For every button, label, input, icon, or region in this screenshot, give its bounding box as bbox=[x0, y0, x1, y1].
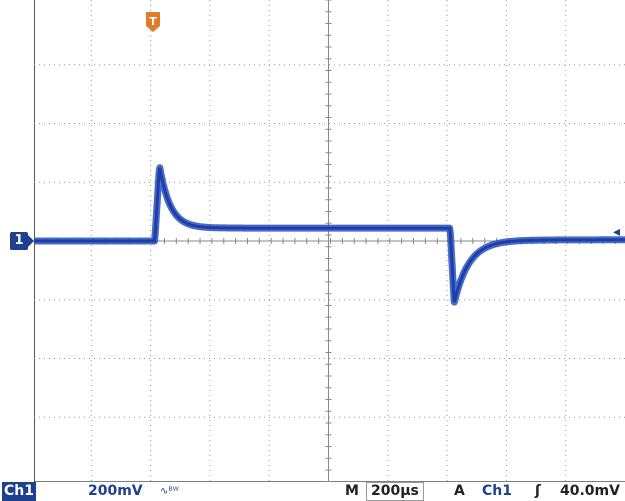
status-bar: Ch1 200mV ∿ᴮᵂ M 200µs A Ch1 ʃ 40.0mV bbox=[0, 482, 625, 501]
channel1-ground-marker[interactable]: 1 bbox=[10, 232, 28, 250]
trigger-mode-label: A bbox=[454, 483, 465, 499]
trigger-marker-label: T bbox=[149, 15, 157, 28]
trigger-source[interactable]: Ch1 bbox=[482, 483, 512, 499]
trigger-position-marker[interactable]: T bbox=[145, 12, 161, 32]
waveform-plot bbox=[29, 0, 625, 483]
bandwidth-limit-icon: ∿ᴮᵂ bbox=[160, 486, 179, 497]
trace-core bbox=[32, 167, 625, 303]
trigger-level[interactable]: 40.0mV bbox=[560, 483, 620, 499]
timebase-label: M bbox=[345, 483, 359, 499]
timebase-value[interactable]: 200µs bbox=[366, 482, 424, 501]
channel-badge[interactable]: Ch1 bbox=[2, 482, 36, 501]
waveform-screen bbox=[29, 0, 625, 483]
graticule bbox=[33, 0, 625, 483]
channel1-marker-arrow-icon bbox=[28, 235, 34, 247]
trigger-level-arrow-icon[interactable]: ◂ bbox=[613, 224, 621, 240]
channel1-trace bbox=[29, 164, 625, 306]
vertical-scale[interactable]: 200mV bbox=[88, 483, 143, 499]
rising-edge-icon: ʃ bbox=[535, 483, 541, 499]
